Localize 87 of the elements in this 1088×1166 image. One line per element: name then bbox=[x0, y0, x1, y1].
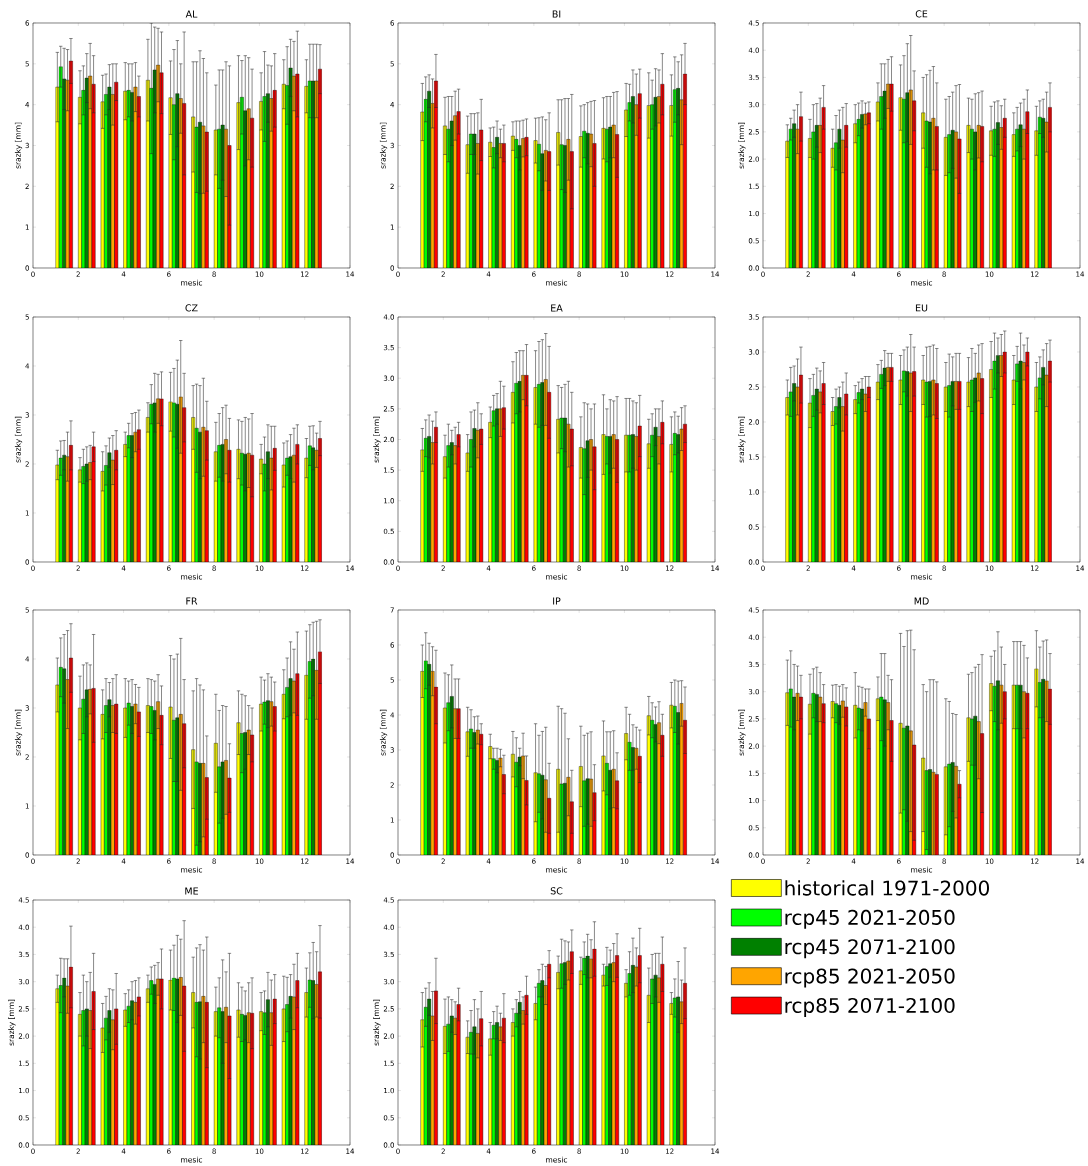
bar bbox=[168, 706, 173, 855]
bar bbox=[673, 89, 677, 268]
bar bbox=[420, 111, 425, 268]
bar bbox=[650, 978, 655, 1145]
legend-label: rcp85 2021-2050 bbox=[785, 968, 955, 988]
bar bbox=[601, 755, 606, 855]
bar bbox=[191, 417, 196, 562]
bar bbox=[100, 1027, 105, 1145]
bar bbox=[168, 97, 173, 268]
bar bbox=[788, 688, 793, 855]
bar bbox=[627, 435, 632, 562]
bar bbox=[423, 438, 428, 562]
bar bbox=[533, 140, 538, 268]
bar bbox=[304, 992, 309, 1145]
bar bbox=[856, 119, 861, 268]
bar bbox=[281, 464, 286, 562]
bar bbox=[55, 464, 60, 562]
bar bbox=[491, 758, 496, 855]
chart-title: BI bbox=[552, 10, 561, 18]
bar bbox=[214, 129, 218, 268]
bar bbox=[841, 406, 845, 562]
chart-title: CZ bbox=[185, 304, 198, 312]
bar bbox=[514, 1013, 519, 1145]
chart-title: CE bbox=[915, 10, 928, 18]
bar bbox=[236, 1009, 241, 1145]
bar bbox=[898, 379, 903, 562]
bar bbox=[281, 1008, 286, 1145]
bar bbox=[236, 722, 241, 855]
bar bbox=[191, 992, 196, 1145]
legend-label: rcp85 2071-2100 bbox=[785, 997, 955, 1017]
bar bbox=[420, 671, 425, 855]
bar bbox=[811, 693, 816, 855]
bar bbox=[966, 381, 971, 562]
bar bbox=[236, 102, 241, 268]
bar bbox=[627, 973, 632, 1145]
bar bbox=[100, 471, 105, 562]
bar bbox=[430, 103, 435, 268]
bar bbox=[491, 147, 496, 268]
legend-label: rcp45 2021-2050 bbox=[785, 909, 955, 929]
bar bbox=[453, 115, 458, 268]
bar bbox=[304, 86, 309, 268]
bar bbox=[601, 128, 606, 268]
bar bbox=[992, 360, 997, 562]
bar bbox=[601, 434, 606, 562]
bar bbox=[627, 742, 632, 855]
bar bbox=[498, 143, 503, 268]
bar bbox=[514, 139, 519, 268]
bar bbox=[168, 979, 173, 1145]
chart-title: IP bbox=[553, 597, 561, 605]
bar bbox=[476, 143, 480, 268]
bar bbox=[214, 1011, 218, 1145]
bar bbox=[795, 386, 800, 562]
bar bbox=[679, 99, 684, 268]
bar bbox=[601, 974, 606, 1145]
chart-title: ME bbox=[185, 887, 199, 895]
bar bbox=[627, 102, 632, 268]
bar bbox=[673, 433, 677, 562]
legend-label: rcp45 2071-2100 bbox=[785, 939, 955, 959]
bar bbox=[491, 410, 496, 562]
legend-label: historical 1971-2000 bbox=[785, 880, 990, 896]
bar bbox=[123, 1009, 128, 1145]
bar bbox=[168, 401, 173, 562]
chart-title: AL bbox=[185, 10, 198, 18]
bar bbox=[559, 963, 564, 1145]
bar bbox=[650, 104, 655, 268]
bar bbox=[123, 707, 128, 855]
bar bbox=[423, 99, 428, 268]
bar bbox=[559, 144, 564, 268]
bar bbox=[236, 449, 241, 562]
bar bbox=[423, 660, 428, 855]
chart-title: MD bbox=[914, 597, 929, 605]
bar bbox=[281, 694, 286, 855]
bar bbox=[999, 355, 1004, 562]
bar bbox=[863, 393, 868, 562]
bar bbox=[420, 449, 425, 562]
bar bbox=[100, 714, 105, 855]
bar bbox=[100, 101, 105, 268]
bar bbox=[1038, 682, 1042, 855]
chart-title: SC bbox=[550, 887, 563, 895]
bar bbox=[123, 444, 128, 562]
bar bbox=[818, 391, 823, 562]
bar bbox=[533, 1003, 538, 1145]
chart-title: EA bbox=[551, 304, 563, 312]
bar bbox=[533, 387, 538, 562]
chart-title: FR bbox=[186, 597, 198, 605]
bar bbox=[214, 451, 218, 562]
chart-title: EU bbox=[916, 304, 928, 312]
